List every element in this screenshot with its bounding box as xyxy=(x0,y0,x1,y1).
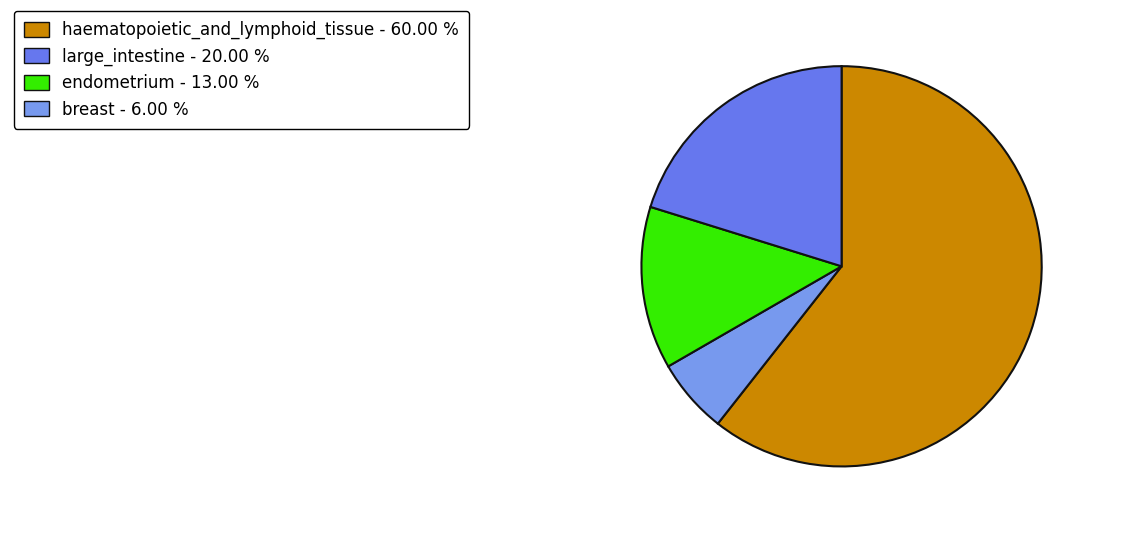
Wedge shape xyxy=(641,207,842,366)
Wedge shape xyxy=(718,66,1042,466)
Wedge shape xyxy=(669,266,842,423)
Wedge shape xyxy=(650,66,842,266)
Legend: haematopoietic_and_lymphoid_tissue - 60.00 %, large_intestine - 20.00 %, endomet: haematopoietic_and_lymphoid_tissue - 60.… xyxy=(14,11,469,129)
